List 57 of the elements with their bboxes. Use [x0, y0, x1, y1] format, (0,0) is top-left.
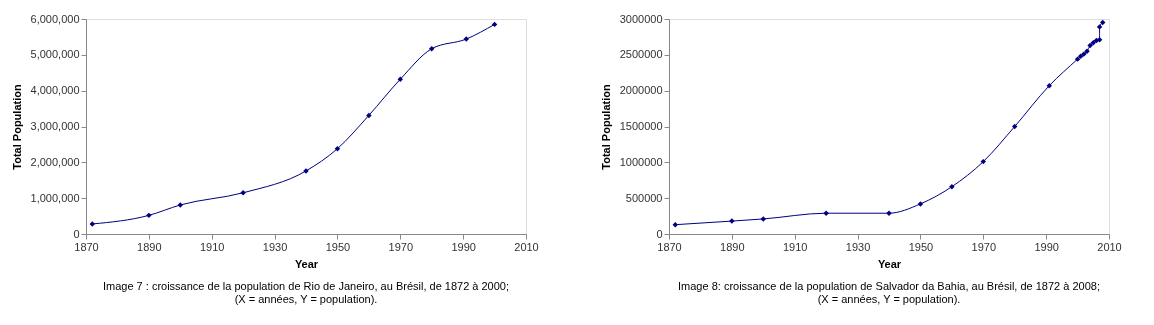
- point: [428, 46, 435, 52]
- y-tick-label: 5,000,000: [30, 48, 80, 61]
- x-tick-label: 1870: [74, 240, 99, 253]
- x-tick-label: 1930: [845, 240, 871, 253]
- x-tick-label: 1870: [657, 240, 682, 253]
- point: [334, 145, 341, 152]
- point: [1099, 19, 1106, 26]
- point: [1046, 82, 1053, 89]
- x-tick-label: 2010: [1097, 240, 1122, 253]
- y-tick-label: 1500000: [619, 120, 663, 132]
- x-tick-label: 1910: [782, 240, 808, 253]
- point: [1087, 42, 1093, 49]
- point: [1074, 56, 1081, 62]
- y-tick-label: 1000000: [619, 155, 663, 168]
- y-tick-label: 500000: [625, 191, 663, 204]
- x-tick-label: 1890: [720, 240, 745, 253]
- point: [177, 202, 184, 208]
- point: [760, 216, 767, 222]
- y-tick-label: 0: [656, 227, 663, 240]
- x-tick-label: 1990: [451, 240, 476, 253]
- point: [917, 201, 924, 207]
- y-tick-label: 2500000: [619, 48, 663, 61]
- point: [397, 76, 404, 82]
- y-tick-label: 2,000,000: [30, 155, 80, 168]
- x-tick-label: 1910: [199, 240, 225, 253]
- x-tick-label: 1950: [908, 240, 934, 253]
- text: Image 7 : croissance de la population de Rio de Janeiro, au Brésil, de 1872 à 2000; (X = années, Y = population).: [102, 280, 510, 305]
- point: [89, 221, 96, 227]
- point: [463, 36, 470, 42]
- x-tick-label: 1950: [325, 240, 351, 253]
- y-tick-label: 3000000: [619, 12, 663, 25]
- x-tick-label: 1930: [262, 240, 288, 253]
- point: [949, 183, 955, 190]
- y-tick-label: 3,000,000: [30, 120, 80, 132]
- point: [1096, 24, 1103, 30]
- x-axis-title: Year: [294, 257, 319, 270]
- x-tick-label: 1990: [1034, 240, 1059, 253]
- point: [823, 210, 829, 216]
- x-tick-label: 1970: [388, 240, 414, 253]
- y-tick-label: 0: [73, 227, 80, 240]
- y-axis-title: Total Population: [599, 84, 612, 170]
- x-tick-label: 2010: [514, 240, 539, 253]
- y-tick-label: 6,000,000: [30, 12, 80, 25]
- y-axis-title: Total Population: [10, 84, 23, 170]
- point: [1077, 53, 1084, 60]
- x-tick-label: 1890: [137, 240, 162, 253]
- point: [672, 221, 679, 228]
- x-axis-title: Year: [877, 257, 902, 270]
- point: [980, 158, 987, 165]
- point: [240, 190, 246, 196]
- y-tick-label: 2000000: [619, 84, 663, 97]
- y-tick-label: 4,000,000: [30, 84, 80, 97]
- y-tick-label: 1,000,000: [30, 191, 80, 204]
- point: [146, 212, 152, 219]
- point: [366, 112, 372, 119]
- text: Image 8: croissance de la population de Salvador da Bahia, au Brésil, de 1872 à 2008; (X = années, Y = population).: [678, 280, 1100, 305]
- x-tick-label: 1970: [971, 240, 997, 253]
